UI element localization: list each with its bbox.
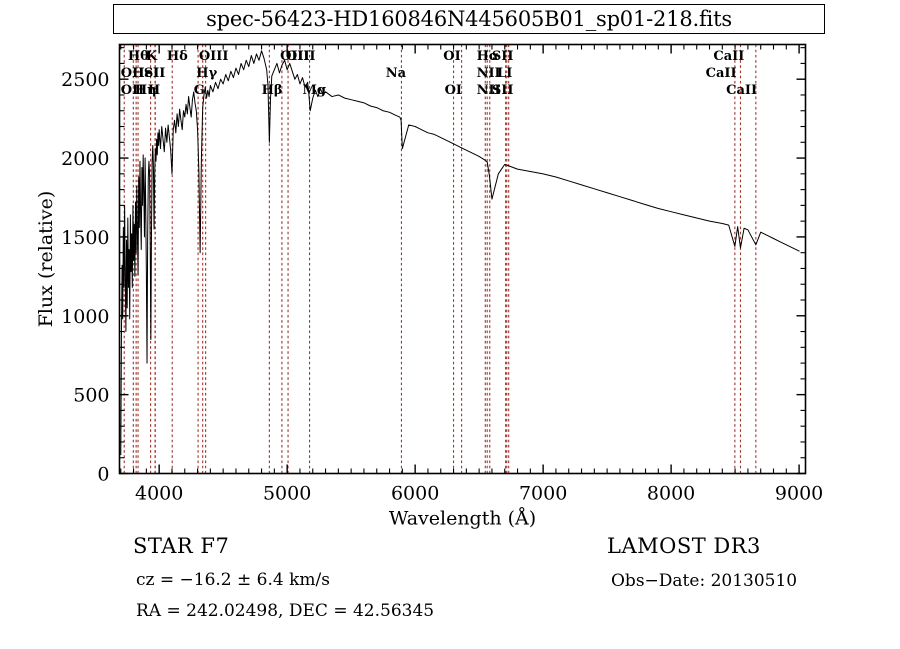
title-frame: spec-56423-HD160846N445605B01_sp01-218.f… [113,4,825,34]
survey-name-text: LAMOST DR3 [607,534,761,558]
y-axis-label: Flux (relative) [35,191,57,328]
spectral-line-label: OII [121,83,144,98]
spectral-line-label: OIII [199,49,229,64]
spectral-line-label: SII [492,49,514,64]
spectral-line-label: CaII [706,66,737,81]
spectral-line-label: G [194,83,205,98]
spectral-line-label: Hα [477,49,499,64]
spectral-line-label: SII [144,66,166,81]
y-tick-label: 2500 [61,69,109,91]
y-tick-label: 0 [97,464,109,486]
axes-group [118,43,807,475]
spectral-line-label: Hθ [128,49,149,64]
spectral-line-label: H [148,83,160,98]
spectral-line-label: Hγ [196,66,217,81]
page-title: spec-56423-HD160846N445605B01_sp01-218.f… [206,7,732,31]
redshift-velocity-text: cz = −16.2 ± 6.4 km/s [136,570,330,590]
x-tick-label: 5000 [263,483,311,505]
x-tick-label: 8000 [647,483,695,505]
spectral-line-label: LI [497,66,512,81]
spectrum-line [120,50,800,456]
spectral-line-label: NII [477,83,501,98]
spectral-line-label: Hβ [262,83,283,98]
x-axis-label: Wavelength (Å) [389,508,536,530]
spectral-line-label: Hδ [167,49,188,64]
spectral-line-label: Na [386,66,407,81]
tick-label-group: 4000 5000 6000 7000 8000 9000 0 500 1000 1500 2000… [61,69,823,504]
spectral-line-label: OI [443,49,460,64]
y-tick-label: 500 [73,385,109,407]
plot-frame [118,43,807,475]
x-tick-label: 9000 [775,483,823,505]
spectral-line-label: Mg [303,83,326,98]
y-tick-label: 2000 [61,148,109,170]
spectral-line-label: CaII [713,49,744,64]
x-tick-label: 4000 [135,483,183,505]
spectral-line-label: OIII [286,49,316,64]
y-tick-label: 1000 [61,306,109,328]
observation-date-text: Obs−Date: 20130510 [611,571,798,591]
spectral-line-label: HeI [132,66,159,81]
coordinates-text: RA = 242.02498, DEC = 42.56345 [136,601,435,621]
spectral-line-label: CaII [726,83,757,98]
spectrum-series-group [120,50,800,456]
x-tick-label: 6000 [391,483,439,505]
line-marker-group [123,44,757,474]
spectral-line-label: OII [121,66,144,81]
spectral-line-label: OIII [280,49,310,64]
y-tick-label: 1500 [61,227,109,249]
spectral-line-label: SII [492,83,514,98]
spectral-line-label: K [146,49,158,64]
object-class-text: STAR F7 [133,534,230,558]
spectral-line-label: Hη [135,83,157,98]
spectral-line-label: NII [477,66,501,81]
x-tick-label: 7000 [519,483,567,505]
spectral-line-label: OI [445,83,462,98]
